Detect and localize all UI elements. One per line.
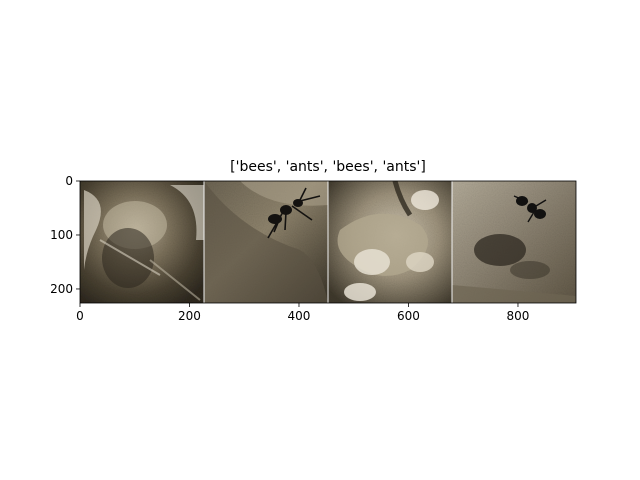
axes-frame (79, 180, 577, 304)
x-tick-label: 600 (397, 309, 420, 323)
tile-bees-1 (80, 181, 204, 303)
tile-ants-2 (452, 181, 576, 303)
chart-title: ['bees', 'ants', 'bees', 'ants'] (230, 159, 426, 175)
x-tick-label: 200 (178, 309, 201, 323)
x-tick-label: 800 (507, 309, 530, 323)
x-tick-label: 400 (288, 309, 311, 323)
image-tiles (80, 181, 576, 303)
tile-bees-2 (328, 181, 452, 303)
x-axis: 0 200 400 600 800 (76, 303, 529, 323)
y-axis: 0 100 200 (50, 174, 80, 296)
tile-ants-1 (204, 181, 328, 303)
y-tick-label: 200 (50, 282, 73, 296)
x-tick-label: 0 (76, 309, 84, 323)
tile-separators (203, 181, 453, 303)
y-tick-label: 0 (65, 174, 73, 188)
y-tick-label: 100 (50, 228, 73, 242)
